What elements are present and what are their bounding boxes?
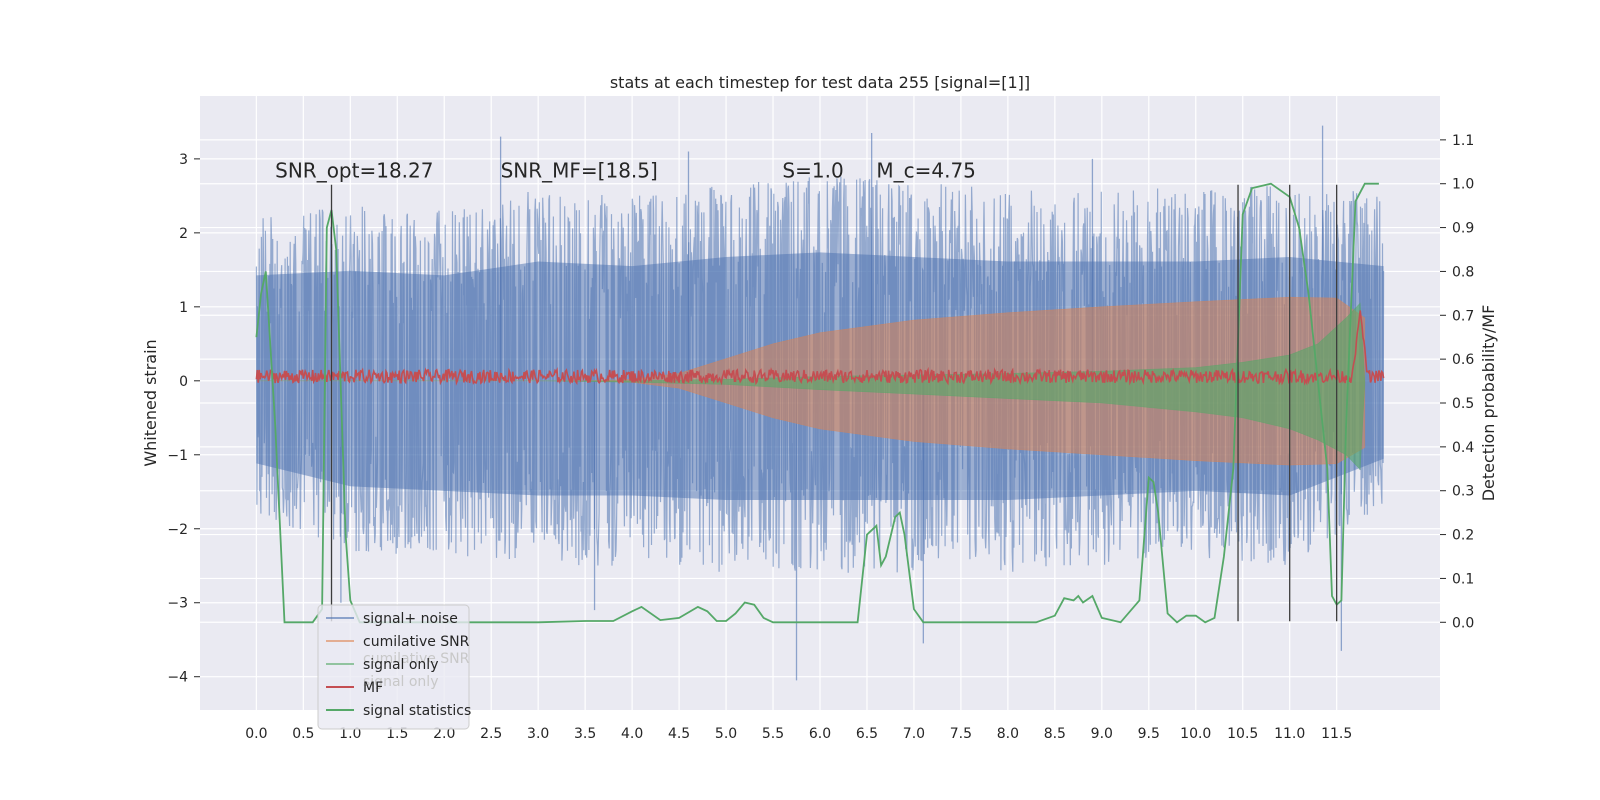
x-tick-label: 1.5 xyxy=(386,726,408,742)
y2-tick-label: 0.2 xyxy=(1452,528,1474,544)
x-tick-label: 10.0 xyxy=(1180,726,1211,742)
y2-tick-label: 0.5 xyxy=(1452,396,1474,412)
y-tick-label: −3 xyxy=(167,596,188,612)
y2-tick-labels: 1.1 1.0 0.9 0.8 0.7 0.6 0.5 0.4 0.3 0.2 0.1 0.0 xyxy=(1440,133,1474,631)
legend-label-3: MF xyxy=(363,680,383,696)
x-tick-label: 5.5 xyxy=(762,726,784,742)
vertical-lines xyxy=(330,184,1338,622)
x-tick-label: 7.0 xyxy=(903,726,925,742)
y-tick-labels: 3 2 1 0 −1 −2 −3 −4 xyxy=(167,152,200,686)
x-tick-label: 10.5 xyxy=(1227,726,1258,742)
x-tick-label: 8.0 xyxy=(997,726,1019,742)
annotation-0: SNR_opt=18.27 xyxy=(275,158,433,182)
x-tick-label: 7.5 xyxy=(950,726,972,742)
x-tick-label: 6.5 xyxy=(856,726,878,742)
x-tick-label: 9.5 xyxy=(1138,726,1160,742)
annotation-2: S=1.0 xyxy=(782,158,843,182)
x-tick-label: 6.0 xyxy=(809,726,831,742)
x-tick-label: 11.0 xyxy=(1274,726,1305,742)
y2-tick-label: 1.1 xyxy=(1452,133,1474,149)
x-tick-label: 2.5 xyxy=(480,726,502,742)
y-tick-label: −2 xyxy=(167,522,188,538)
y2-tick-label: 1.0 xyxy=(1452,177,1474,193)
y-tick-label: −4 xyxy=(167,670,188,686)
annotations: SNR_opt=18.27 SNR_MF=[18.5] S=1.0 M_c=4.75 xyxy=(275,158,976,182)
y-tick-label: 3 xyxy=(179,152,188,168)
x-tick-label: 3.5 xyxy=(574,726,596,742)
y2-tick-label: 0.3 xyxy=(1452,484,1474,500)
annotation-1: SNR_MF=[18.5] xyxy=(501,158,658,182)
legend-label-2: signal only xyxy=(363,657,438,673)
legend-label-1: cumilative SNR xyxy=(363,634,470,650)
legend-label-0: signal+ noise xyxy=(363,611,458,627)
legend-ghost-signal-only: signal only xyxy=(363,674,438,690)
x-tick-label: 4.5 xyxy=(668,726,690,742)
x-tick-label: 2.0 xyxy=(433,726,455,742)
x-tick-label: 5.0 xyxy=(715,726,737,742)
y-tick-label: 1 xyxy=(179,300,188,316)
y2-tick-label: 0.6 xyxy=(1452,352,1474,368)
x-tick-label: 4.0 xyxy=(621,726,643,742)
y2-tick-label: 0.1 xyxy=(1452,571,1474,587)
y-tick-label: 2 xyxy=(179,226,188,242)
y-tick-label: 0 xyxy=(179,374,188,390)
y2-tick-label: 0.8 xyxy=(1452,264,1474,280)
x-tick-label: 3.0 xyxy=(527,726,549,742)
y2-tick-label: 0.9 xyxy=(1452,221,1474,237)
y2-tick-label: 0.0 xyxy=(1452,615,1474,631)
y2-axis-label: Detection probability/MF xyxy=(1479,305,1498,502)
x-tick-label: 0.0 xyxy=(245,726,267,742)
y2-tick-label: 0.7 xyxy=(1452,308,1474,324)
y2-tick-label: 0.4 xyxy=(1452,440,1474,456)
legend-label-4: signal statistics xyxy=(363,703,471,719)
legend-frame xyxy=(317,604,470,730)
series-layer xyxy=(255,125,1385,681)
x-tick-label: 8.5 xyxy=(1044,726,1066,742)
x-tick-labels: 0.0 0.5 1.0 1.5 2.0 2.5 3.0 3.5 4.0 4.5 5.0 5.5 6.0 6… xyxy=(245,726,1352,742)
legend-ghost-cumilative-snr: cumilative SNR xyxy=(363,651,470,667)
series-mf-line xyxy=(255,310,1385,386)
x-tick-label: 0.5 xyxy=(292,726,314,742)
chart-title: stats at each timestep for test data 255… xyxy=(610,73,1030,92)
x-tick-label: 1.0 xyxy=(339,726,361,742)
y-tick-label: −1 xyxy=(167,448,188,464)
x-tick-label: 9.0 xyxy=(1091,726,1113,742)
y-axis-label: Whitened strain xyxy=(141,339,160,466)
annotation-3: M_c=4.75 xyxy=(876,158,976,182)
x-tick-label: 11.5 xyxy=(1321,726,1352,742)
